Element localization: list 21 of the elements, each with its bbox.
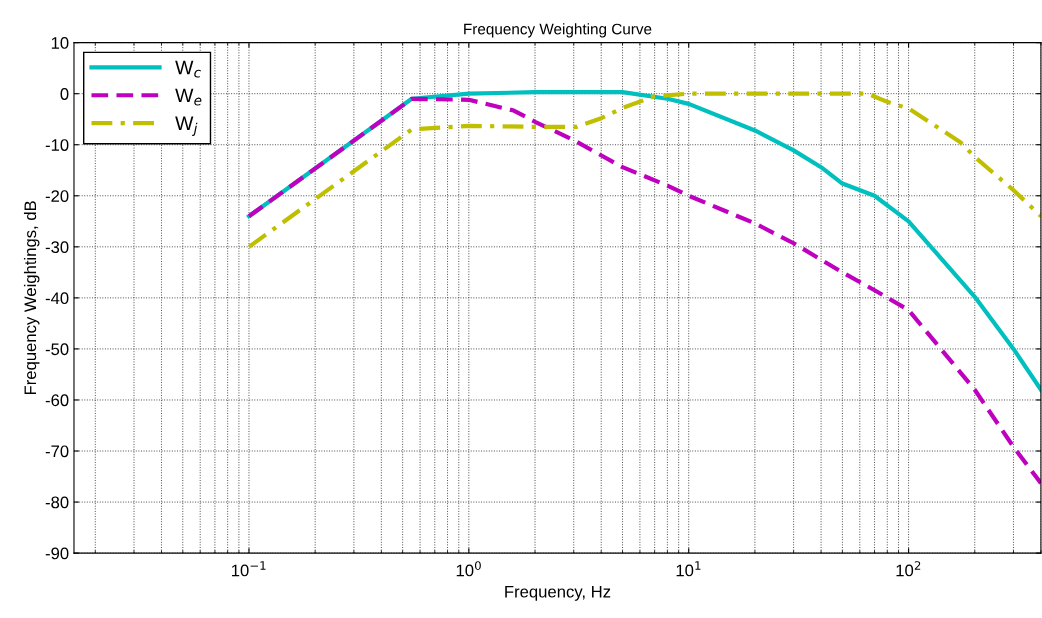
y-axis-title: Frequency Weightings, dB xyxy=(23,201,40,395)
x-axis-title: Frequency, Hz xyxy=(505,585,611,601)
y-tick-label: -10 xyxy=(45,139,69,151)
chart-title: Frequency Weighting Curve xyxy=(464,23,652,38)
x-tick-label: 10$^{0}$ xyxy=(456,561,481,577)
y-tick-label: -60 xyxy=(45,394,69,407)
x-tick-label: 10$^{1}$ xyxy=(676,561,701,577)
x-tick-label: 10$^{2}$ xyxy=(896,561,921,577)
y-tick-label: -80 xyxy=(45,496,69,509)
y-tick-label: -30 xyxy=(45,241,69,254)
x-tick-label: 10$^{−1}$ xyxy=(231,561,266,577)
y-tick-label: -50 xyxy=(45,343,69,356)
legend-label: W$_{j}$ xyxy=(175,116,198,136)
y-tick-label: 0 xyxy=(60,88,69,100)
y-tick-label: -70 xyxy=(45,445,69,458)
y-tick-label: -20 xyxy=(45,190,69,202)
y-tick-label: -90 xyxy=(45,547,69,560)
y-tick-label: -40 xyxy=(45,292,69,305)
legend-label: W$_{e}$ xyxy=(175,88,202,106)
y-tick-label: 10 xyxy=(51,37,69,49)
legend-label: W$_{c}$ xyxy=(175,60,201,78)
